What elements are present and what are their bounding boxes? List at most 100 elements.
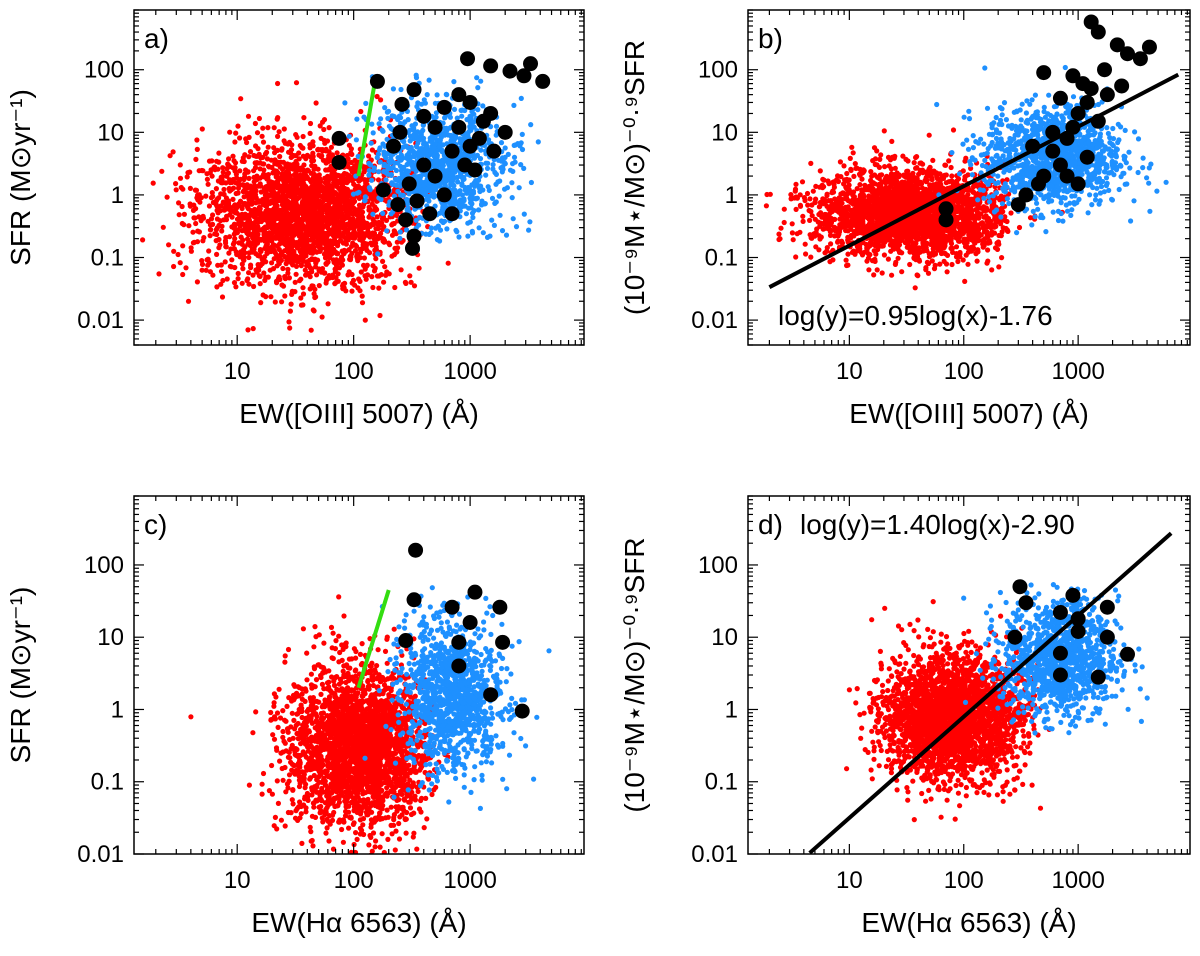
blue-point-group-point: [376, 169, 382, 175]
red-point-group-point: [216, 236, 222, 243]
red-point-group-point: [320, 157, 326, 163]
red-point-group-point: [268, 294, 274, 300]
red-point-group-point: [286, 240, 292, 246]
red-point-group-point: [206, 203, 212, 209]
blue-point-group-point: [434, 92, 440, 98]
red-point-group-point: [156, 271, 162, 277]
blue-point-group-point: [463, 211, 469, 217]
red-point-group-point: [336, 225, 342, 231]
blue-point-group-point: [457, 188, 463, 194]
red-point-group-point: [220, 199, 226, 205]
red-point-group-point: [307, 130, 313, 136]
red-point-group-point: [188, 248, 194, 254]
red-point-group-point: [311, 291, 317, 297]
red-point-group-point: [193, 206, 199, 212]
red-point-group-point: [320, 205, 326, 211]
red-point-group-point: [326, 245, 332, 251]
red-point-group-point: [262, 277, 268, 283]
red-point-group-point: [324, 207, 331, 213]
red-point-group-point: [350, 224, 356, 231]
blue-point-group-point: [443, 172, 449, 178]
red-point-group-point: [268, 248, 274, 255]
red-point-group-point: [277, 233, 283, 239]
red-point-group-point: [384, 269, 390, 275]
red-point-group-point: [345, 272, 351, 278]
blue-point-group-point: [396, 113, 402, 119]
blue-point-group-point: [470, 214, 476, 221]
red-point-group-point: [974, 258, 980, 264]
blue-point-group-point: [455, 179, 461, 185]
red-point-group-point: [250, 188, 256, 194]
blue-point-group-point: [528, 122, 534, 128]
red-point-group-point: [304, 212, 310, 218]
red-point-group-point: [273, 235, 279, 241]
red-point-group-point: [234, 210, 240, 216]
red-point-group-point: [380, 258, 386, 264]
blue-point-group-point: [346, 133, 352, 139]
black-point: [523, 56, 539, 72]
blue-point-group-point: [479, 202, 485, 208]
red-point-group-point: [361, 255, 367, 261]
blue-point-group-point: [421, 141, 427, 147]
red-point-group-point: [789, 221, 795, 227]
red-point-group-point: [241, 194, 247, 200]
red-point-group-point: [279, 228, 285, 234]
blue-point-group-point: [342, 100, 348, 106]
red-point-group-point: [250, 326, 256, 332]
red-point-group-point: [295, 220, 301, 226]
red-point-group-point: [244, 277, 250, 284]
blue-point-group-point: [377, 159, 383, 165]
red-point-group-point: [258, 227, 264, 233]
red-point-group-point: [900, 153, 906, 159]
red-point-group-point: [394, 249, 400, 255]
red-point-group-point: [220, 165, 226, 171]
red-point-group-point: [316, 193, 322, 199]
black-point: [427, 168, 443, 184]
red-point-group-point: [369, 147, 375, 153]
red-point-group-point: [246, 270, 252, 276]
red-point-group-point: [351, 211, 357, 217]
red-point-group-point: [382, 264, 388, 270]
red-point-group-point: [221, 186, 227, 193]
red-point-group-point: [313, 260, 319, 266]
red-point-group-point: [298, 263, 304, 269]
red-point-group-point: [255, 231, 261, 237]
red-point-group-point: [292, 289, 298, 295]
blue-point-group-point: [421, 135, 427, 141]
red-point-group-point: [292, 279, 298, 285]
blue-point-group-point: [518, 162, 524, 168]
red-point-group-point: [249, 221, 255, 227]
blue-point-group-point: [498, 140, 505, 146]
plot-frame: [133, 9, 585, 346]
red-point-group-point: [892, 165, 898, 171]
red-point-group-point: [308, 327, 314, 333]
blue-point-group-point: [491, 222, 497, 228]
red-point-group-point: [343, 241, 349, 247]
red-point-group-point: [235, 270, 241, 277]
blue-point-group-point: [424, 196, 430, 202]
black-point: [369, 73, 385, 89]
red-point-group-point: [301, 115, 307, 121]
red-point-group-point: [194, 137, 200, 143]
blue-point-group-point: [397, 120, 403, 127]
red-point-group-point: [296, 150, 302, 156]
red-point-group-point: [328, 144, 334, 150]
red-point-group-point: [241, 176, 247, 183]
red-point-group-point: [254, 240, 261, 246]
blue-point-group-point: [430, 185, 436, 191]
red-point-group-point: [342, 206, 349, 212]
red-point-group-point: [277, 222, 283, 228]
red-point-group-point: [224, 171, 230, 177]
blue-point-group-point: [497, 212, 503, 218]
red-point-group-point: [445, 260, 451, 266]
red-point-group-point: [259, 133, 265, 139]
red-point-group-point: [373, 206, 379, 212]
red-point-group-point: [370, 263, 376, 269]
red-point-group-point: [358, 177, 364, 183]
red-point-group-point: [218, 180, 224, 186]
blue-point-group-point: [422, 100, 428, 106]
blue-point-group-point: [484, 165, 491, 171]
blue-point-group-point: [398, 192, 404, 198]
red-point-group-point: [879, 270, 885, 276]
